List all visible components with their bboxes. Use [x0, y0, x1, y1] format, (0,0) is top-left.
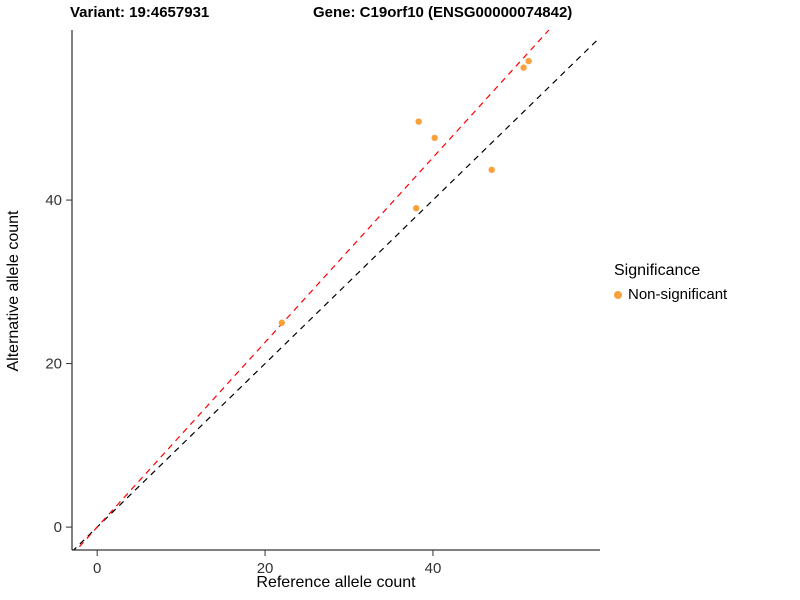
- data-point: [431, 134, 438, 142]
- y-tick-label: 20: [45, 356, 62, 373]
- data-point: [415, 118, 422, 125]
- identity-line: [72, 36, 600, 550]
- x-tick-label: 40: [425, 560, 442, 577]
- gene-title: Gene: C19orf10 (ENSG00000074842): [313, 4, 573, 21]
- legend-item: Non-significant: [614, 286, 727, 303]
- data-point: [525, 57, 532, 65]
- x-axis-title: Reference allele count: [256, 574, 416, 591]
- x-tick-label: 0: [93, 560, 101, 577]
- legend-point-icon: [614, 290, 622, 299]
- data-point: [520, 64, 527, 71]
- legend-title: Significance: [614, 262, 701, 279]
- y-tick-label: 0: [54, 519, 62, 536]
- legend-item-label: Non-significant: [628, 286, 728, 303]
- fit-line: [75, 30, 550, 550]
- variant-title: Variant: 19:4657931: [70, 4, 210, 21]
- y-tick-label: 40: [45, 192, 62, 209]
- x-tick-label: 20: [257, 560, 274, 577]
- plot-titles: Variant: 19:4657931 Gene: C19orf10 (ENSG…: [0, 4, 800, 24]
- y-axis-title: Alternative allele count: [5, 210, 22, 372]
- data-point: [412, 205, 420, 212]
- data-point: [278, 319, 286, 326]
- data-point: [488, 166, 495, 174]
- legend: Significance Non-significant: [614, 262, 727, 303]
